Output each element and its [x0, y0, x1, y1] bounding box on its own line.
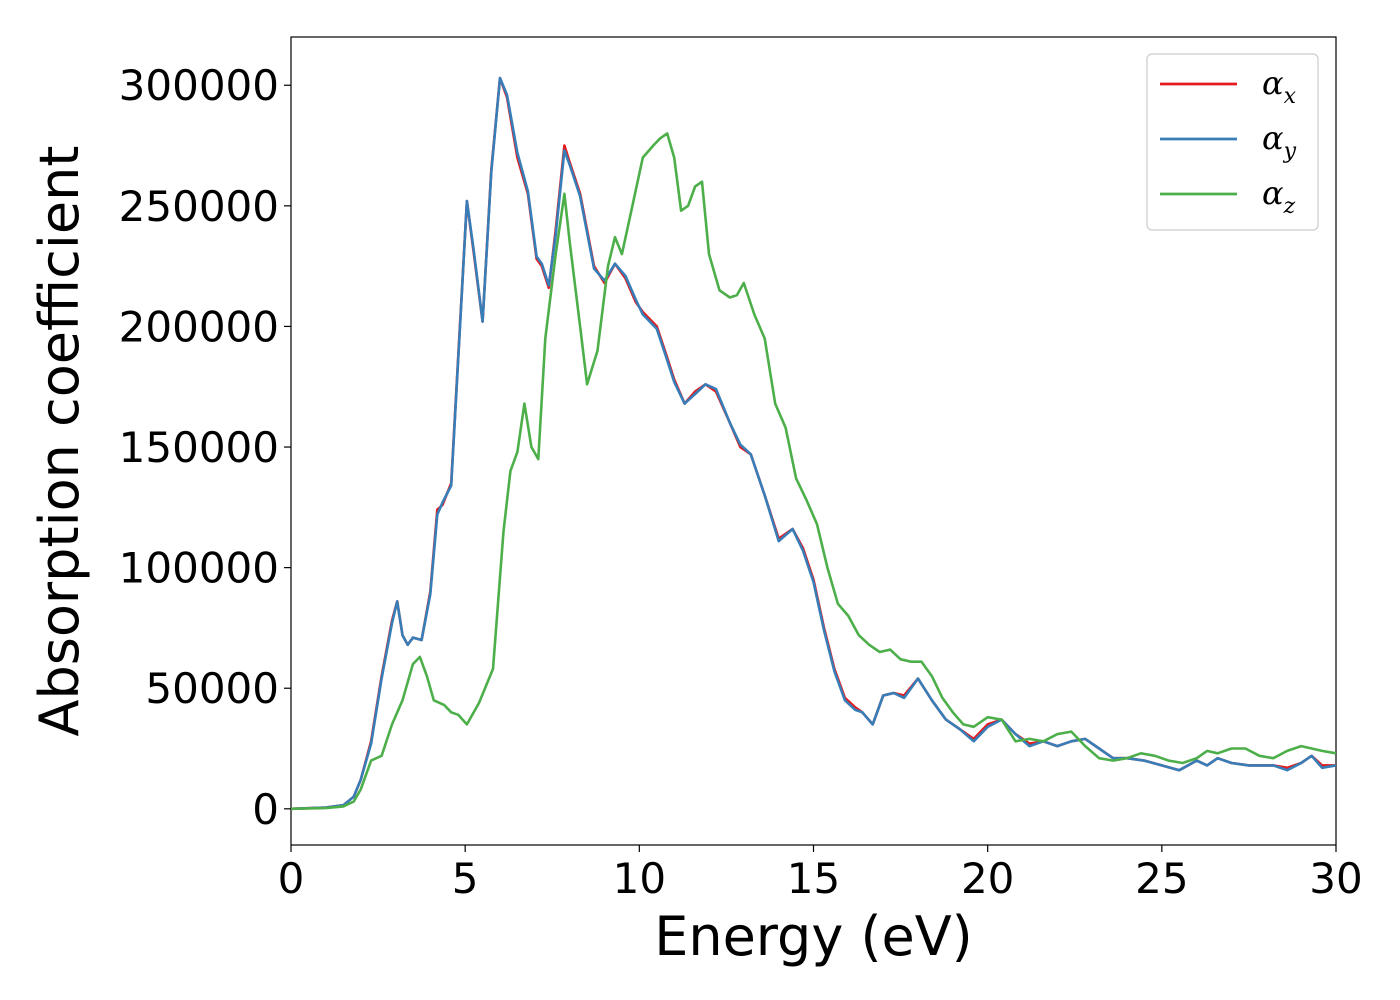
plot-area: 0 5 10 15 20 25 30 0 50000 100000 150000 200000 250…	[119, 36, 1363, 903]
legend-item-x: αx	[1160, 64, 1297, 109]
x-tick-label: 15	[787, 854, 840, 903]
x-tick-label: 10	[613, 854, 666, 903]
x-axis-ticks: 0 5 10 15 20 25 30	[278, 845, 1363, 903]
y-tick-label: 0	[252, 785, 279, 834]
x-tick-label: 25	[1135, 854, 1188, 903]
legend-label: αx	[1262, 64, 1297, 109]
x-tick-label: 0	[278, 854, 305, 903]
legend-label: αz	[1262, 174, 1296, 219]
y-axis-title: Absorption coefficient	[28, 146, 91, 737]
series-layer	[291, 76, 1336, 811]
y-tick-label: 100000	[119, 544, 279, 593]
legend-item-z: αz	[1160, 174, 1296, 219]
legend-item-y: αy	[1160, 119, 1297, 164]
legend-items: αx αy αz	[1160, 64, 1297, 219]
y-tick-label: 300000	[119, 61, 279, 110]
x-tick-label: 30	[1309, 854, 1362, 903]
y-tick-label: 150000	[119, 423, 279, 472]
series-line-z	[291, 132, 1336, 811]
y-tick-label: 200000	[119, 302, 279, 351]
y-tick-label: 50000	[145, 664, 279, 713]
y-tick-label: 250000	[119, 182, 279, 231]
x-tick-label: 5	[452, 854, 479, 903]
legend-label: αy	[1262, 119, 1297, 164]
legend: αx αy αz	[1146, 53, 1319, 231]
y-axis-ticks: 0 50000 100000 150000 200000 250000 300000	[119, 61, 291, 834]
legend-box	[1146, 53, 1319, 231]
x-tick-label: 20	[961, 854, 1014, 903]
x-axis-title: Energy (eV)	[654, 905, 973, 968]
